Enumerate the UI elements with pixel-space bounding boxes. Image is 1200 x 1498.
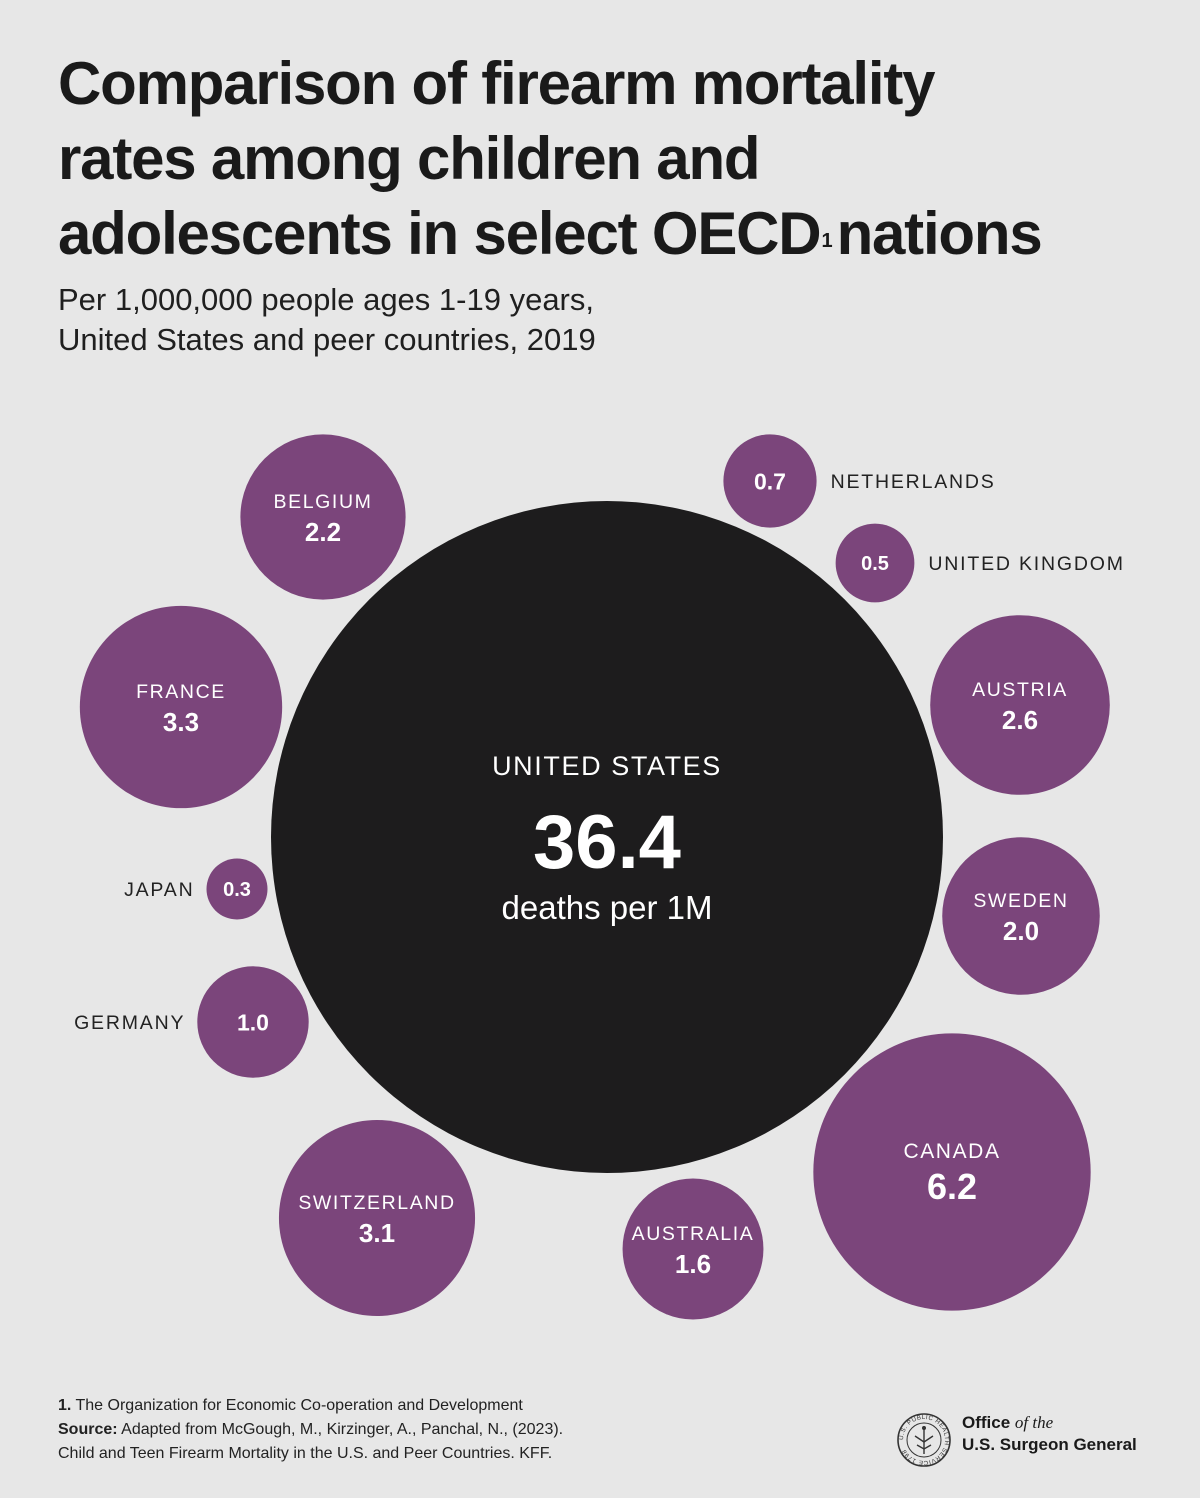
value-canada: 6.2: [927, 1166, 977, 1207]
value-united-states: 36.4: [533, 800, 681, 885]
title-line-1: Comparison of firearm mortality: [58, 50, 936, 117]
bubble-austria: [930, 615, 1110, 795]
footnote-definition: 1. The Organization for Economic Co-oper…: [58, 1394, 818, 1418]
value-germany: 1.0: [237, 1009, 269, 1035]
bubble-germany: [197, 966, 309, 1078]
subtitle-line-2: United States and peer countries, 2019: [58, 322, 596, 357]
bubble-united-kingdom: [835, 523, 915, 603]
footnote-marker: 1: [821, 230, 833, 252]
value-france: 3.3: [163, 707, 199, 737]
label-belgium: BELGIUM: [274, 491, 373, 513]
source-line-2: Child and Teen Firearm Mortality in the …: [58, 1445, 553, 1462]
title-line-3-text: adolescents in select OECD: [58, 200, 822, 267]
source-line-1: Source: Adapted from McGough, M., Kirzin…: [58, 1418, 818, 1442]
bubble-france: [79, 605, 283, 809]
title-line-2: rates among children and: [58, 125, 761, 192]
value-united-kingdom: 0.5: [861, 553, 889, 575]
logo-office: Office: [962, 1413, 1011, 1432]
surgeon-general-logo: U.S. PUBLIC HEALTH SERVICE 1798 Office o…: [896, 1408, 1166, 1468]
label-united-states: UNITED STATES: [492, 751, 722, 781]
subtitle-line-1: Per 1,000,000 people ages 1-19 years,: [58, 282, 594, 317]
title-line-3: adolescents in select OECD1nations: [58, 196, 1178, 271]
label-japan: JAPAN: [124, 879, 194, 901]
logo-text: Office of the U.S. Surgeon General: [962, 1412, 1137, 1456]
source-label: Source:: [58, 1421, 118, 1438]
value-australia: 1.6: [675, 1249, 711, 1279]
bubble-japan: [206, 858, 268, 920]
caption-united-states: deaths per 1M: [502, 889, 713, 926]
bubble-canada: [813, 1033, 1091, 1311]
label-france: FRANCE: [136, 681, 226, 703]
source-text: Adapted from McGough, M., Kirzinger, A.,…: [121, 1421, 564, 1438]
bubble-sweden: [942, 837, 1100, 995]
bubble-belgium: [240, 434, 406, 600]
value-belgium: 2.2: [305, 517, 341, 547]
footnote: 1. The Organization for Economic Co-oper…: [58, 1394, 818, 1466]
bubble-switzerland: [278, 1119, 476, 1317]
label-netherlands: NETHERLANDS: [831, 471, 996, 493]
label-sweden: SWEDEN: [973, 890, 1068, 912]
logo-agency: U.S. Surgeon General: [962, 1435, 1137, 1454]
bubble-united-states: [271, 501, 943, 1173]
value-austria: 2.6: [1002, 705, 1038, 735]
value-sweden: 2.0: [1003, 916, 1039, 946]
label-australia: AUSTRALIA: [632, 1223, 755, 1245]
label-germany: GERMANY: [74, 1012, 185, 1034]
label-united-kingdom: UNITED KINGDOM: [928, 553, 1124, 575]
seal-icon: U.S. PUBLIC HEALTH SERVICE 1798: [897, 1413, 951, 1467]
footnote-number: 1.: [58, 1397, 72, 1414]
logo-line-1: Office of the: [962, 1412, 1137, 1434]
chart-subtitle: Per 1,000,000 people ages 1-19 years, Un…: [58, 280, 958, 360]
label-switzerland: SWITZERLAND: [298, 1192, 455, 1214]
logo-of-the: of the: [1014, 1413, 1054, 1432]
bubble-netherlands: [723, 434, 817, 528]
value-netherlands: 0.7: [754, 468, 786, 494]
footnote-text: The Organization for Economic Co-operati…: [75, 1397, 523, 1414]
label-canada: CANADA: [903, 1140, 1000, 1163]
title-line-3-end: nations: [836, 200, 1043, 267]
chart-title: Comparison of firearm mortality rates am…: [58, 46, 1178, 271]
bubble-australia: [622, 1178, 764, 1320]
value-switzerland: 3.1: [359, 1218, 395, 1248]
label-austria: AUSTRIA: [972, 679, 1068, 701]
value-japan: 0.3: [223, 879, 251, 901]
